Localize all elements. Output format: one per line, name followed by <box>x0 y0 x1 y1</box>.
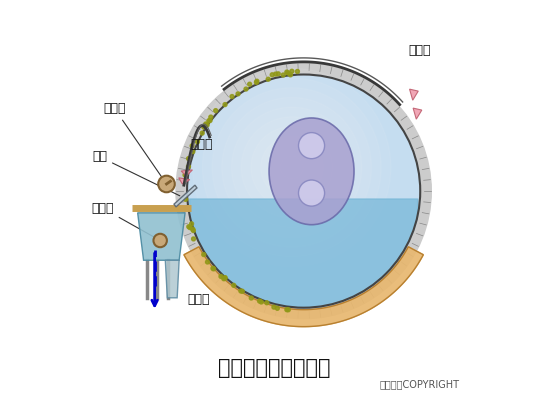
Circle shape <box>153 234 167 247</box>
Circle shape <box>214 109 218 113</box>
Circle shape <box>202 124 206 128</box>
Circle shape <box>184 197 187 201</box>
Circle shape <box>176 63 431 319</box>
Circle shape <box>251 127 333 208</box>
Circle shape <box>212 267 215 271</box>
Circle shape <box>187 225 191 229</box>
Circle shape <box>261 136 323 199</box>
Text: 高温加压热处理流程: 高温加压热处理流程 <box>218 358 330 378</box>
Circle shape <box>204 122 208 126</box>
Circle shape <box>230 95 234 99</box>
Text: 冲洗管: 冲洗管 <box>408 43 431 57</box>
Circle shape <box>202 253 206 257</box>
Circle shape <box>205 123 209 127</box>
Circle shape <box>196 140 199 144</box>
Polygon shape <box>179 178 190 184</box>
Circle shape <box>203 125 207 129</box>
Circle shape <box>223 276 227 280</box>
Circle shape <box>158 176 175 192</box>
Text: 冲洗管: 冲洗管 <box>190 138 213 150</box>
Circle shape <box>222 277 226 281</box>
Circle shape <box>272 305 276 309</box>
Circle shape <box>186 165 191 169</box>
Circle shape <box>186 206 190 210</box>
Circle shape <box>275 306 279 310</box>
Circle shape <box>223 103 227 107</box>
Circle shape <box>190 222 193 226</box>
Circle shape <box>202 125 206 129</box>
Circle shape <box>273 72 278 76</box>
Circle shape <box>187 74 420 308</box>
Circle shape <box>270 146 313 189</box>
Circle shape <box>244 87 248 91</box>
Circle shape <box>219 275 223 278</box>
Text: 东方仿真COPYRIGHT: 东方仿真COPYRIGHT <box>380 380 460 390</box>
Polygon shape <box>174 185 197 207</box>
Circle shape <box>287 308 290 312</box>
Circle shape <box>202 78 381 257</box>
Circle shape <box>258 299 261 303</box>
Circle shape <box>248 82 252 86</box>
Circle shape <box>191 227 195 231</box>
Text: 卸料轴: 卸料轴 <box>103 102 165 182</box>
Circle shape <box>259 300 263 304</box>
Circle shape <box>183 173 187 177</box>
Circle shape <box>222 98 362 237</box>
Circle shape <box>276 72 280 76</box>
Circle shape <box>193 68 391 267</box>
Circle shape <box>232 283 236 287</box>
Text: 洗涤轴: 洗涤轴 <box>92 202 158 239</box>
Polygon shape <box>413 108 422 119</box>
Polygon shape <box>190 199 418 308</box>
Polygon shape <box>165 260 179 298</box>
Polygon shape <box>181 170 192 176</box>
Circle shape <box>265 301 269 305</box>
Circle shape <box>191 150 195 154</box>
Circle shape <box>299 180 324 206</box>
Circle shape <box>285 70 289 74</box>
Circle shape <box>236 92 240 96</box>
Circle shape <box>190 144 194 148</box>
Circle shape <box>254 80 259 84</box>
Circle shape <box>239 289 243 293</box>
Circle shape <box>223 276 227 279</box>
Circle shape <box>241 117 342 218</box>
Circle shape <box>186 157 191 160</box>
Circle shape <box>192 237 196 241</box>
Ellipse shape <box>269 118 354 225</box>
Text: 刮刀: 刮刀 <box>92 150 180 196</box>
Circle shape <box>255 79 259 83</box>
Circle shape <box>212 88 372 247</box>
Polygon shape <box>409 89 418 100</box>
Circle shape <box>290 69 294 73</box>
Circle shape <box>241 289 244 293</box>
Circle shape <box>188 226 192 230</box>
Circle shape <box>211 266 215 270</box>
Polygon shape <box>184 247 424 327</box>
Circle shape <box>208 119 212 123</box>
Circle shape <box>206 260 209 264</box>
Circle shape <box>299 133 324 159</box>
Text: 洗涤槽: 洗涤槽 <box>187 293 209 306</box>
Circle shape <box>191 228 195 232</box>
Circle shape <box>280 156 304 179</box>
Circle shape <box>266 77 270 81</box>
Circle shape <box>288 73 293 77</box>
Circle shape <box>295 70 299 73</box>
Polygon shape <box>138 213 185 260</box>
Circle shape <box>249 296 253 300</box>
Circle shape <box>200 131 204 135</box>
Circle shape <box>285 308 289 312</box>
Circle shape <box>209 115 213 119</box>
Circle shape <box>232 107 352 228</box>
Circle shape <box>270 73 274 77</box>
Circle shape <box>281 73 285 77</box>
Circle shape <box>207 119 211 123</box>
Circle shape <box>286 71 290 75</box>
